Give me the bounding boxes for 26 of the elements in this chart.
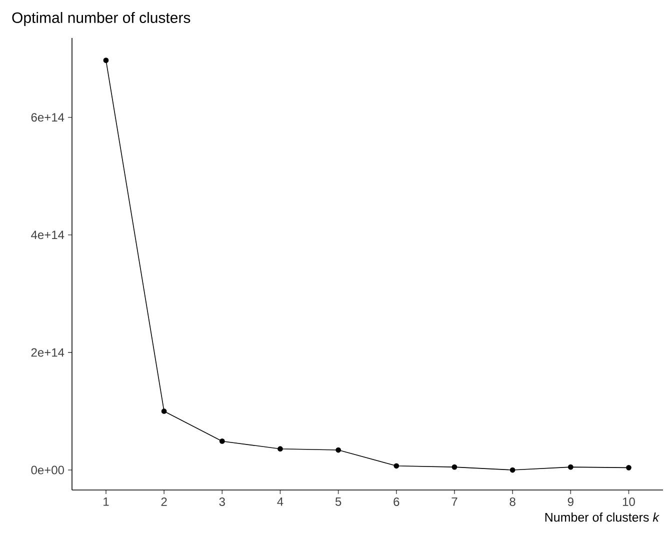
x-tick-label: 5 bbox=[335, 498, 342, 506]
x-tick-label: 8 bbox=[510, 498, 516, 506]
point bbox=[394, 463, 400, 469]
x-tick-label: 3 bbox=[219, 498, 225, 506]
x-tick-label: 4 bbox=[277, 498, 284, 506]
x-tick-label: 10 bbox=[622, 498, 635, 506]
point bbox=[219, 438, 225, 444]
x-tick-label: 6 bbox=[394, 498, 400, 506]
y-tick-label: 4e+14 bbox=[31, 230, 64, 240]
point bbox=[103, 58, 109, 64]
chart-title: Optimal number of clusters bbox=[12, 12, 190, 26]
point bbox=[452, 464, 458, 470]
y-tick-label: 2e+14 bbox=[31, 348, 64, 357]
x-tick-label: 7 bbox=[452, 498, 458, 506]
point bbox=[510, 467, 516, 473]
point bbox=[626, 464, 632, 470]
point bbox=[278, 446, 283, 452]
point bbox=[161, 408, 167, 414]
x-tick-label: 1 bbox=[104, 498, 109, 506]
point bbox=[336, 447, 342, 453]
y-tick-label: 0e+00 bbox=[31, 466, 64, 474]
x-tick-label: 9 bbox=[568, 498, 574, 506]
y-tick-label: 6e+14 bbox=[31, 113, 64, 122]
point bbox=[568, 464, 574, 470]
x-axis-title: Number of clusters k bbox=[545, 512, 660, 522]
x-tick-label: 2 bbox=[161, 498, 167, 506]
